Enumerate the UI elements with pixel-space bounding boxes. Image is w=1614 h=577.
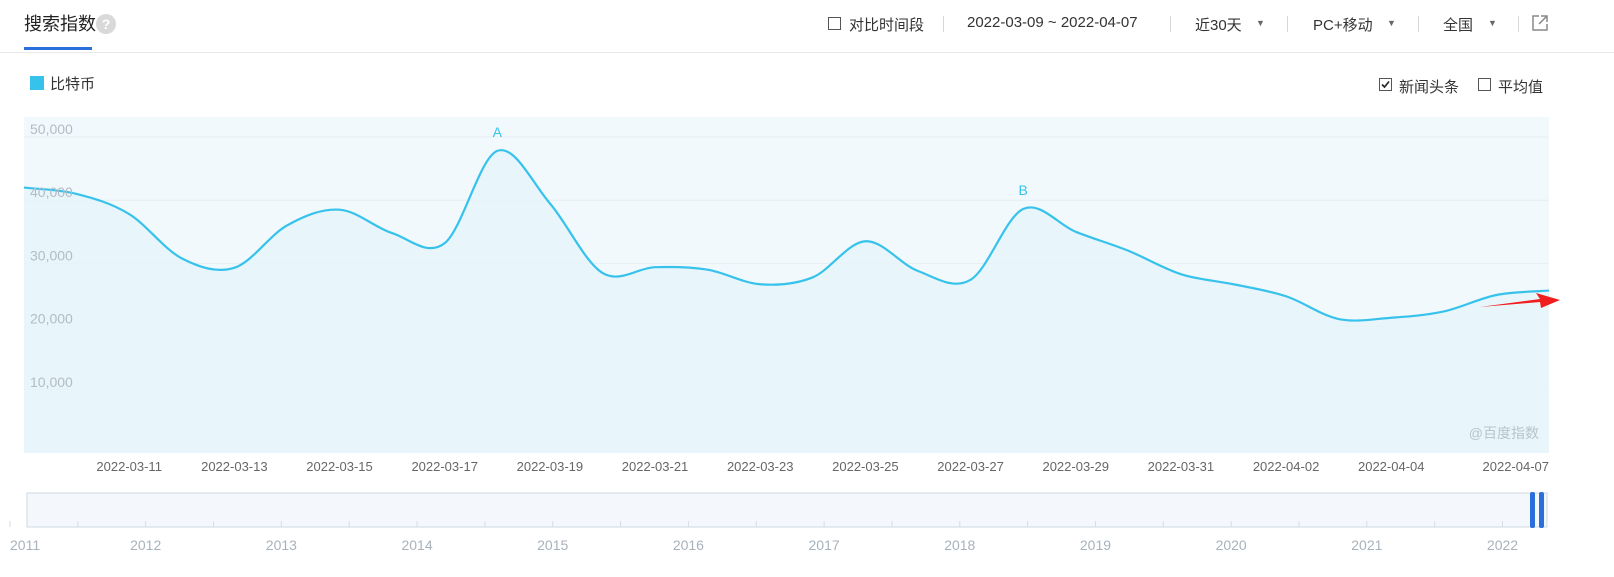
x-tick-label: 2022-03-15: [306, 459, 373, 474]
overview-year-label: 2011: [10, 537, 40, 553]
overview-year-label: 2013: [266, 537, 297, 553]
divider: [1287, 16, 1288, 32]
chevron-down-icon[interactable]: ▼: [1387, 18, 1396, 28]
x-tick-label: 2022-04-02: [1253, 459, 1320, 474]
x-tick-label: 2022-03-27: [937, 459, 1004, 474]
overview-year-label: 2021: [1351, 537, 1382, 553]
date-range-picker[interactable]: 2022-03-09 ~ 2022-04-07: [967, 14, 1138, 31]
range-handle-icon[interactable]: [1539, 492, 1544, 528]
compare-label[interactable]: 对比时间段: [849, 17, 925, 34]
y-tick-label: 10,000: [30, 374, 73, 390]
news-checkbox[interactable]: [1379, 78, 1392, 91]
series-line[interactable]: [23, 149, 1550, 322]
y-tick-label: 40,000: [30, 184, 73, 200]
check-icon: [1381, 80, 1390, 89]
x-tick-label: 2022-03-31: [1148, 459, 1215, 474]
x-tick-label: 2022-03-23: [727, 459, 794, 474]
news-label[interactable]: 新闻头条: [1399, 79, 1460, 96]
compare-checkbox[interactable]: [828, 17, 841, 30]
average-checkbox[interactable]: [1478, 78, 1491, 91]
overview-year-label: 2017: [809, 537, 840, 553]
overview-year-label: 2018: [944, 537, 975, 553]
legend-label[interactable]: 比特币: [50, 76, 96, 93]
watermark: @百度指数: [1469, 425, 1539, 441]
x-tick-label: 2022-03-17: [411, 459, 478, 474]
overview-year-label: 2020: [1216, 537, 1247, 553]
news-annotation-marker[interactable]: B: [1018, 182, 1027, 198]
y-tick-label: 20,000: [30, 311, 73, 327]
series-area: [24, 150, 1549, 453]
news-annotation-marker[interactable]: A: [493, 124, 503, 140]
overview-year-label: 2022: [1487, 537, 1518, 553]
overview-year-label: 2014: [401, 537, 432, 553]
range-handle-icon[interactable]: [1530, 492, 1535, 528]
average-label[interactable]: 平均值: [1498, 79, 1544, 96]
time-range-overview[interactable]: [26, 492, 1548, 528]
legend-swatch[interactable]: [30, 76, 44, 90]
x-tick-label: 2022-04-07: [1483, 459, 1550, 474]
page-title[interactable]: 搜索指数: [24, 14, 96, 34]
divider: [1518, 16, 1519, 32]
overview-year-label: 2012: [130, 537, 161, 553]
device-select[interactable]: PC+移动: [1313, 17, 1373, 34]
overview-year-label: 2015: [537, 537, 568, 553]
external-link-icon[interactable]: [1531, 14, 1549, 32]
y-tick-label: 30,000: [30, 247, 73, 263]
x-tick-label: 2022-03-19: [517, 459, 584, 474]
x-tick-label: 2022-03-25: [832, 459, 899, 474]
divider: [1170, 16, 1171, 32]
header-bar: 搜索指数 ? 对比时间段 2022-03-09 ~ 2022-04-07 近30…: [0, 0, 1614, 53]
y-tick-label: 50,000: [30, 121, 73, 137]
red-arrow-icon: [1480, 293, 1560, 308]
title-underline: [24, 47, 92, 50]
x-tick-label: 2022-04-04: [1358, 459, 1425, 474]
overview-year-label: 2019: [1080, 537, 1111, 553]
x-tick-label: 2022-03-21: [622, 459, 689, 474]
region-select[interactable]: 全国: [1443, 17, 1474, 34]
divider: [1418, 16, 1419, 32]
help-icon[interactable]: ?: [96, 14, 116, 34]
period-select[interactable]: 近30天: [1195, 17, 1242, 34]
divider: [943, 16, 944, 32]
chevron-down-icon[interactable]: ▼: [1256, 18, 1265, 28]
x-tick-label: 2022-03-11: [96, 459, 162, 474]
x-tick-label: 2022-03-29: [1042, 459, 1109, 474]
overview-year-label: 2016: [673, 537, 704, 553]
chevron-down-icon[interactable]: ▼: [1488, 18, 1497, 28]
x-tick-label: 2022-03-13: [201, 459, 268, 474]
